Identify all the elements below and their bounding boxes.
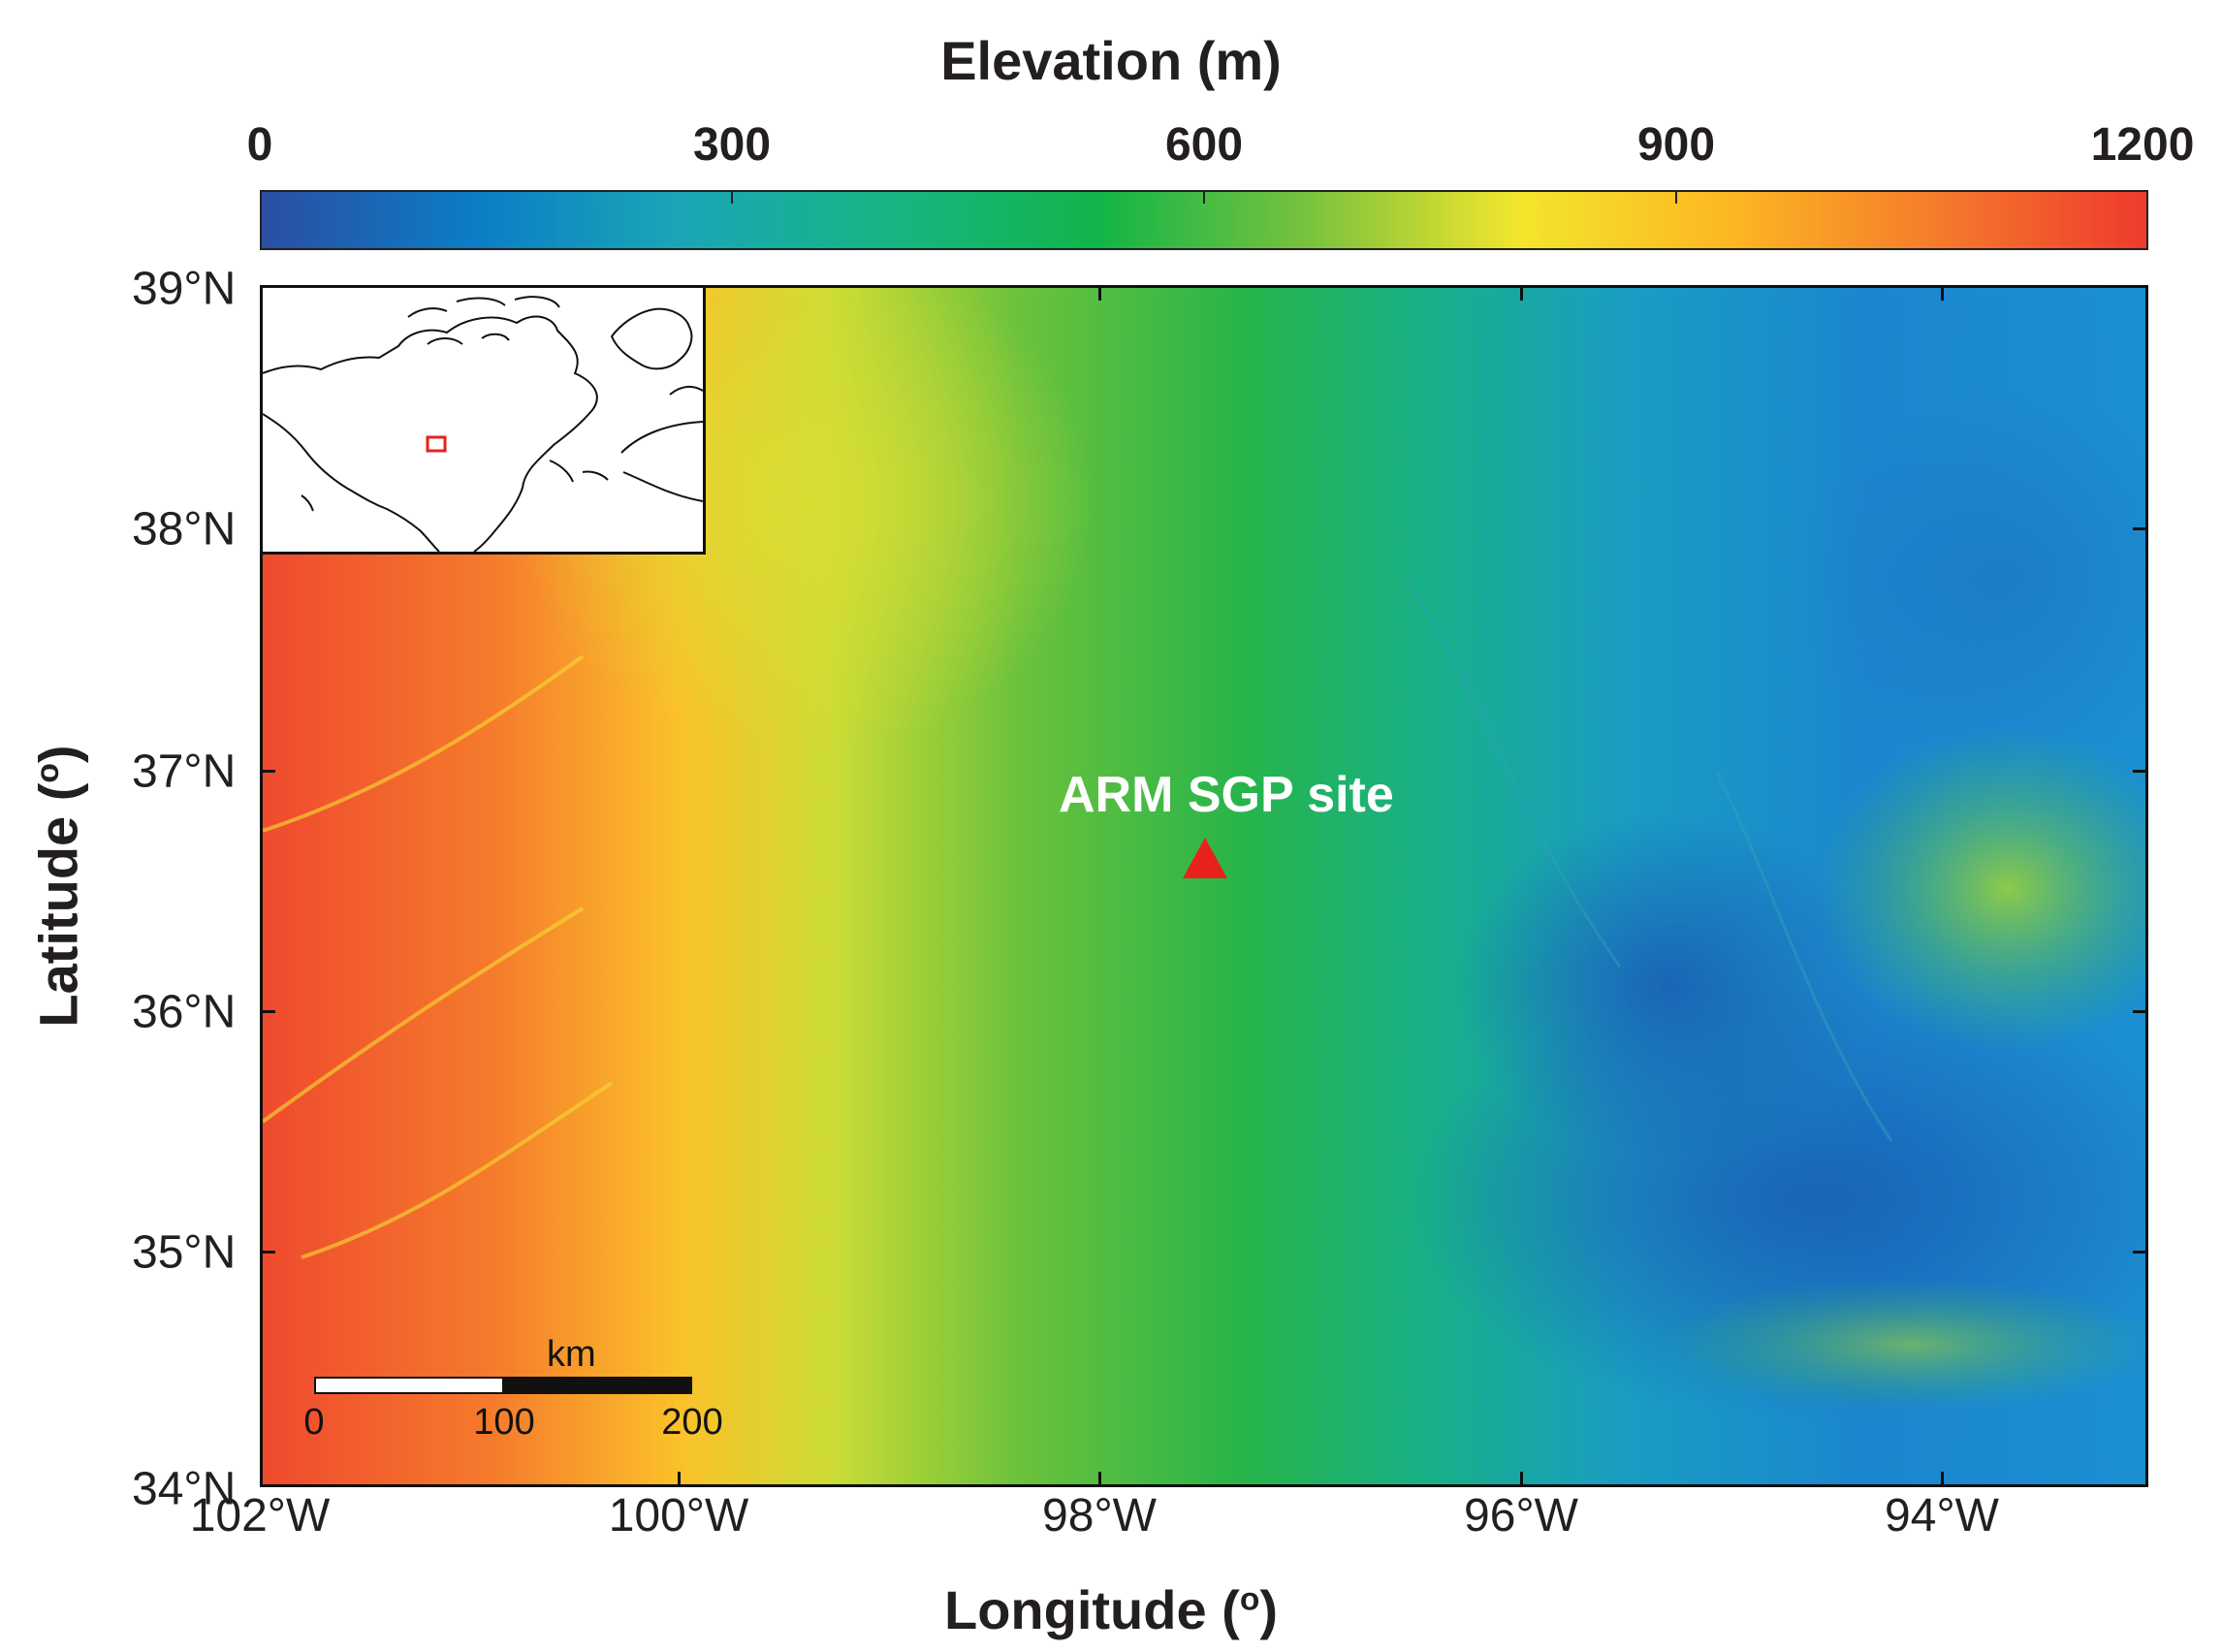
y-axis-tick	[2133, 1010, 2148, 1013]
x-axis-tick	[1941, 285, 1944, 301]
x-axis-tick	[1941, 1472, 1944, 1487]
scale-bar-label: 100	[473, 1402, 535, 1443]
colorbar-tick	[1203, 190, 1205, 204]
longitude-tick-label: 98°W	[1042, 1490, 1157, 1541]
y-axis-tick	[260, 770, 275, 773]
latitude-tick-label: 35°N	[132, 1226, 237, 1279]
elevation-map	[260, 285, 2148, 1487]
x-axis-title-close: )	[1259, 1579, 1278, 1640]
longitude-tick-label: 100°W	[608, 1490, 749, 1541]
study-area-box	[426, 435, 447, 453]
colorbar-tick-label: 900	[1636, 119, 1716, 171]
colorbar-tick-label: 1200	[2090, 119, 2195, 171]
scale-bar-label: 200	[661, 1402, 723, 1443]
latitude-tick-label: 37°N	[132, 746, 237, 798]
colorbar-tick	[731, 190, 733, 204]
colorbar-tick-label: 300	[692, 119, 772, 171]
y-axis-tick	[260, 1251, 275, 1254]
y-axis-title-close: )	[27, 745, 89, 764]
scale-bar-label: 0	[303, 1402, 325, 1443]
x-axis-tick	[1520, 285, 1523, 301]
x-axis-tick	[1520, 1472, 1523, 1487]
degree-superscript: o	[29, 763, 66, 783]
y-axis-title-text: Latitude (	[27, 782, 89, 1028]
north-america-outline	[262, 296, 704, 553]
y-axis-tick	[260, 1010, 275, 1013]
locator-inset-map	[260, 285, 706, 555]
x-axis-title: Longitude (o)	[0, 1578, 2222, 1641]
elevation-raster	[263, 288, 2145, 1484]
x-axis-tick	[1098, 1472, 1101, 1487]
scale-bar-unit: km	[547, 1334, 596, 1375]
site-label: ARM SGP site	[1059, 767, 1394, 823]
x-axis-tick	[260, 1472, 263, 1487]
latitude-tick-label: 39°N	[132, 263, 237, 315]
x-axis-tick	[678, 1472, 681, 1487]
y-axis-title: Latitude (o)	[27, 745, 90, 1027]
colorbar-tick-label: 0	[246, 119, 273, 171]
colorbar-tick-label: 600	[1164, 119, 1244, 171]
y-axis-tick	[2133, 1251, 2148, 1254]
x-axis-tick	[1098, 285, 1101, 301]
latitude-tick-label: 34°N	[132, 1463, 237, 1515]
longitude-tick-label: 96°W	[1464, 1490, 1578, 1541]
degree-superscript: o	[1239, 1581, 1260, 1618]
longitude-tick-label: 94°W	[1885, 1490, 1999, 1541]
scale-bar-segment-black	[504, 1377, 692, 1394]
colorbar-tick	[1675, 190, 1677, 204]
scale-bar-segment-white	[314, 1377, 504, 1394]
y-axis-tick	[2133, 527, 2148, 530]
latitude-tick-label: 36°N	[132, 986, 237, 1038]
site-marker-triangle	[1183, 838, 1227, 878]
x-axis-title-text: Longitude (	[944, 1579, 1240, 1640]
colorbar-title: Elevation (m)	[940, 30, 1282, 91]
y-axis-tick	[2133, 770, 2148, 773]
latitude-tick-label: 38°N	[132, 503, 237, 556]
longitude-tick-label: 102°W	[189, 1490, 331, 1541]
